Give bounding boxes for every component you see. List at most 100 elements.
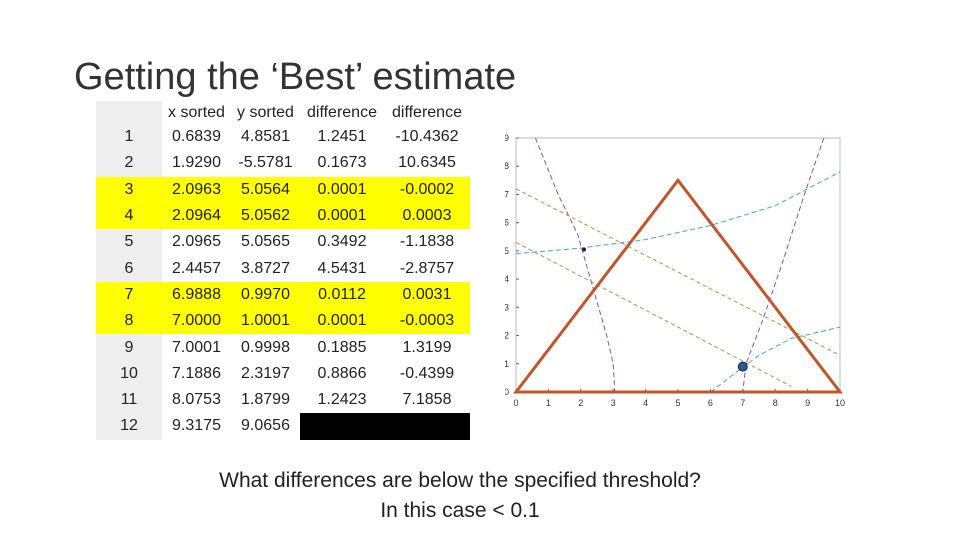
x-sorted-cell: 2.0965 [172, 233, 221, 251]
x-tick-label: 1 [546, 398, 551, 408]
difference-2-cell: 10.6345 [398, 154, 456, 172]
y-sorted-cell: 3.8727 [241, 259, 290, 277]
difference-1-cell: 0.8866 [317, 364, 367, 382]
y-sorted-cell: -5.5781 [238, 154, 293, 172]
y-tick-label: 5 [505, 246, 509, 256]
y-tick-label: 0 [505, 387, 509, 397]
row-index: 7 [96, 281, 162, 309]
x-tick-label: 3 [611, 398, 616, 408]
difference-2-cell: -0.4399 [399, 364, 455, 382]
row-index: 5 [96, 229, 162, 256]
difference-1-cell: 0.0112 [300, 281, 384, 309]
table-header-row: x sorted y sorted difference difference [96, 101, 470, 124]
difference-1-cell: 0.1885 [317, 338, 367, 356]
y-tick-label: 4 [505, 274, 509, 284]
row-index: 10 [96, 360, 162, 387]
y-sorted-cell: 0.9970 [231, 281, 300, 309]
y-sorted-cell: 2.3197 [241, 364, 290, 382]
row-index: 8 [96, 308, 162, 335]
row-index: 2 [96, 150, 162, 177]
header-y-sorted: y sorted [237, 103, 294, 121]
difference-1-cell: 0.0001 [300, 176, 384, 203]
x-tick-label: 7 [740, 398, 745, 408]
table-row: 10 7.1886 2.3197 0.8866 -0.4399 [96, 360, 470, 387]
y-tick-label: 2 [505, 331, 509, 341]
y-tick-label: 8 [505, 161, 509, 171]
difference-2-cell: -0.0002 [384, 176, 470, 203]
cyan-curve-lower [710, 326, 841, 393]
intersection-point [582, 247, 587, 252]
row-index: 9 [96, 334, 162, 361]
difference-1-cell: 0.0001 [300, 308, 384, 335]
difference-2-cell: -2.8757 [399, 259, 455, 277]
x-sorted-cell: 1.9290 [172, 154, 221, 172]
y-sorted-cell: 1.8799 [241, 391, 290, 409]
olive-line-upper [515, 188, 841, 356]
olive-line-lower [515, 241, 792, 387]
x-tick-label: 0 [513, 398, 518, 408]
row-index: 1 [96, 124, 162, 151]
x-tick-label: 10 [835, 398, 845, 408]
y-tick-label: 3 [505, 302, 509, 312]
difference-1-cell: 1.2423 [317, 391, 367, 409]
difference-1-cell: 4.5431 [317, 259, 367, 277]
row-index: 3 [96, 176, 162, 203]
intersection-plot: 0 1 2 3 4 5 6 7 8 9 10 0 1 2 3 4 5 6 7 8 9 [505, 133, 845, 408]
x-sorted-cell: 2.0963 [162, 176, 231, 203]
table-row: 5 2.0965 5.0565 0.3492 -1.1838 [96, 229, 470, 256]
x-sorted-cell: 0.6839 [172, 128, 221, 146]
table-body: 1 0.6839 4.8581 1.2451 -10.4362 2 1.9290 -5.578… [96, 124, 470, 440]
table-row: 8 7.0000 1.0001 0.0001 -0.0003 [96, 308, 470, 335]
row-index: 6 [96, 255, 162, 282]
x-sorted-cell: 8.0753 [172, 391, 221, 409]
difference-1-cell: 0.1673 [317, 154, 367, 172]
sorted-data-table: x sorted y sorted difference difference … [96, 101, 470, 440]
x-sorted-cell: 2.0964 [162, 202, 231, 230]
difference-1-cell [300, 413, 384, 440]
x-sorted-cell: 6.9888 [162, 281, 231, 309]
difference-1-cell: 0.3492 [317, 233, 367, 251]
table-row: 4 2.0964 5.0562 0.0001 0.0003 [96, 202, 470, 230]
triangle-outline [512, 177, 844, 394]
x-sorted-cell: 7.0001 [172, 338, 221, 356]
best-estimate-point [737, 361, 748, 372]
table-row: 11 8.0753 1.8799 1.2423 7.1858 [96, 386, 470, 414]
table-row: 1 0.6839 4.8581 1.2451 -10.4362 [96, 124, 470, 151]
y-sorted-cell: 5.0562 [231, 202, 300, 230]
x-tick-label: 9 [805, 398, 810, 408]
x-tick-label: 4 [643, 398, 648, 408]
x-sorted-cell: 7.1886 [172, 364, 221, 382]
x-tick-label: 5 [675, 398, 680, 408]
row-index: 11 [96, 386, 162, 414]
y-tick-label: 9 [505, 133, 509, 143]
table-row: 9 7.0001 0.9998 0.1885 1.3199 [96, 334, 470, 361]
table-row: 6 2.4457 3.8727 4.5431 -2.8757 [96, 255, 470, 282]
difference-2-cell: -10.4362 [395, 128, 459, 146]
header-x-sorted: x sorted [168, 103, 225, 121]
difference-1-cell: 0.0001 [300, 202, 384, 230]
y-tick-label: 6 [505, 218, 509, 228]
header-difference-1: difference [307, 103, 377, 121]
plot-frame [515, 137, 841, 393]
difference-2-cell: 0.0003 [384, 202, 470, 230]
row-index: 4 [96, 202, 162, 230]
cyan-curve-upper [515, 171, 841, 255]
difference-2-cell: -0.0003 [384, 308, 470, 335]
difference-2-cell: 7.1858 [402, 391, 452, 409]
x-tick-label: 6 [708, 398, 713, 408]
threshold-question: What differences are below the specified… [190, 466, 730, 526]
y-sorted-cell: 5.0565 [241, 233, 290, 251]
difference-2-cell: -1.1838 [399, 233, 455, 251]
header-difference-2: difference [392, 103, 462, 121]
x-tick-label: 8 [773, 398, 778, 408]
question-line-2: In this case < 0.1 [380, 499, 540, 522]
question-line-1: What differences are below the specified… [219, 469, 701, 492]
difference-1-cell: 1.2451 [317, 128, 367, 146]
y-sorted-cell: 4.8581 [241, 128, 290, 146]
y-sorted-cell: 0.9998 [241, 338, 290, 356]
table-row: 12 9.3175 9.0656 [96, 413, 470, 440]
difference-2-cell [384, 413, 470, 440]
y-sorted-cell: 9.0656 [241, 417, 290, 435]
x-sorted-cell: 2.4457 [172, 259, 221, 277]
x-sorted-cell: 7.0000 [162, 308, 231, 335]
